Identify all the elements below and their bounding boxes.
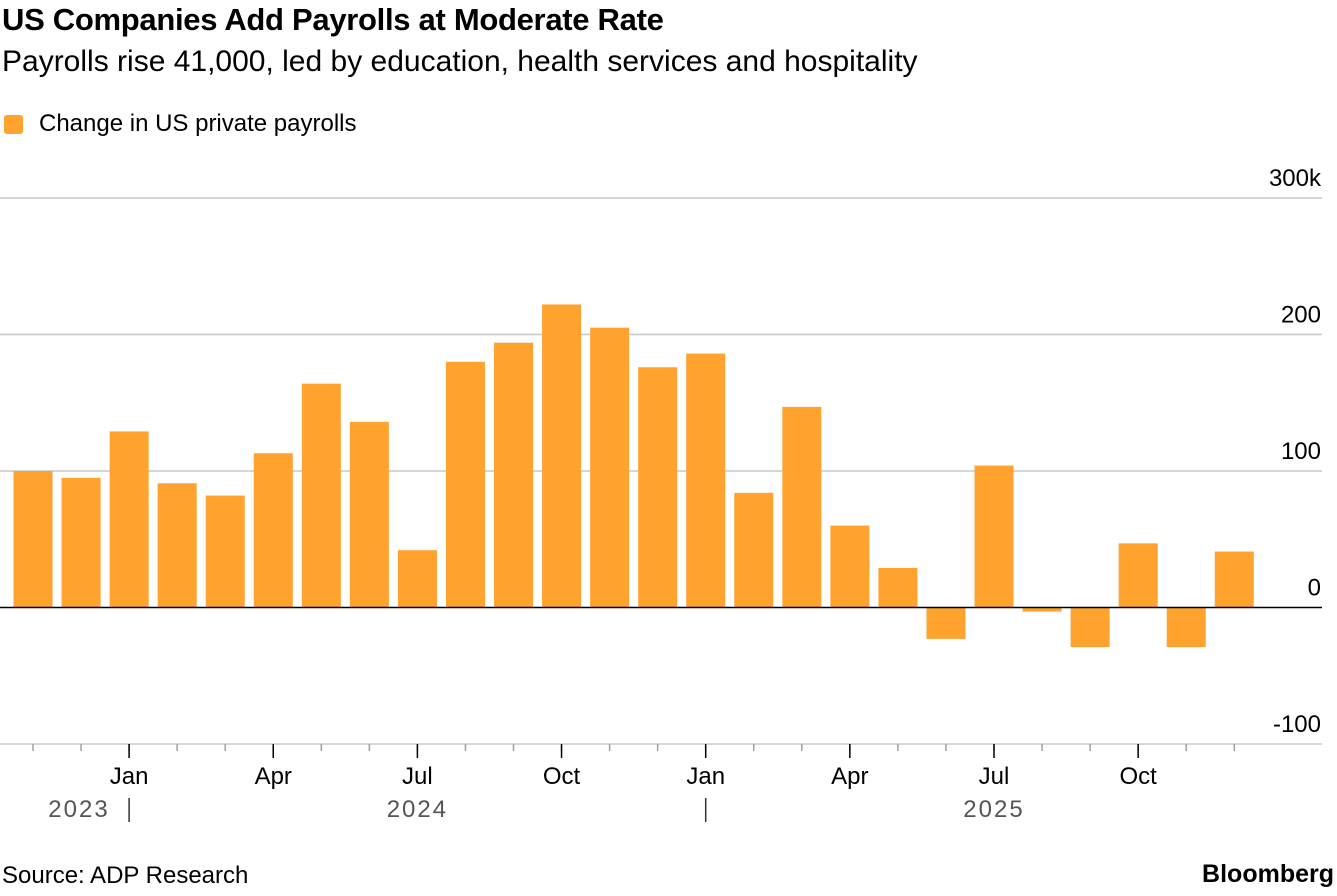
bar bbox=[686, 353, 726, 608]
x-tick-label: Jan bbox=[686, 763, 725, 790]
bar bbox=[542, 304, 582, 608]
bar bbox=[1070, 607, 1110, 648]
bar bbox=[878, 567, 918, 608]
chart-subtitle: Payrolls rise 41,000, led by education, … bbox=[2, 45, 918, 78]
bar bbox=[830, 525, 870, 608]
chart-title: US Companies Add Payrolls at Moderate Ra… bbox=[2, 2, 664, 37]
x-tick-label: Jan bbox=[110, 763, 149, 790]
y-tick-label: 300k bbox=[1269, 165, 1322, 192]
legend-swatch bbox=[4, 114, 23, 134]
bar bbox=[13, 471, 53, 608]
bar bbox=[397, 550, 437, 608]
bar bbox=[974, 465, 1014, 608]
bar bbox=[638, 367, 678, 608]
bar bbox=[205, 495, 245, 608]
bar bbox=[349, 421, 389, 608]
source-note: Source: ADP Research bbox=[2, 862, 249, 889]
bar bbox=[926, 607, 966, 639]
x-tick-label: Oct bbox=[1119, 763, 1157, 790]
x-tick-label: Apr bbox=[831, 763, 868, 790]
bar bbox=[734, 492, 774, 608]
x-tick-label: Jul bbox=[979, 763, 1010, 790]
bar bbox=[782, 406, 822, 608]
legend-label: Change in US private payrolls bbox=[39, 110, 357, 137]
bar bbox=[157, 483, 197, 608]
bar bbox=[494, 342, 534, 608]
year-label: 2023 bbox=[48, 796, 109, 823]
year-label: 2025 bbox=[963, 796, 1024, 823]
year-label: 2024 bbox=[387, 796, 448, 823]
bar bbox=[1166, 607, 1206, 648]
bar bbox=[61, 477, 101, 608]
y-tick-label: -100 bbox=[1273, 711, 1321, 738]
legend: Change in US private payrolls bbox=[4, 110, 357, 138]
bar bbox=[1214, 551, 1254, 608]
y-tick-label: 100 bbox=[1281, 438, 1321, 465]
bar bbox=[590, 327, 630, 608]
bar bbox=[1118, 543, 1158, 608]
bar bbox=[445, 361, 485, 608]
y-tick-label: 0 bbox=[1308, 575, 1321, 602]
x-tick-label: Oct bbox=[543, 763, 581, 790]
bar bbox=[109, 431, 149, 608]
bar bbox=[253, 453, 293, 608]
x-tick-label: Jul bbox=[402, 763, 433, 790]
brand-logo: Bloomberg bbox=[1202, 860, 1334, 888]
y-tick-label: 200 bbox=[1281, 302, 1321, 329]
x-tick-label: Apr bbox=[255, 763, 292, 790]
bar bbox=[1022, 607, 1062, 612]
bar bbox=[301, 383, 341, 608]
